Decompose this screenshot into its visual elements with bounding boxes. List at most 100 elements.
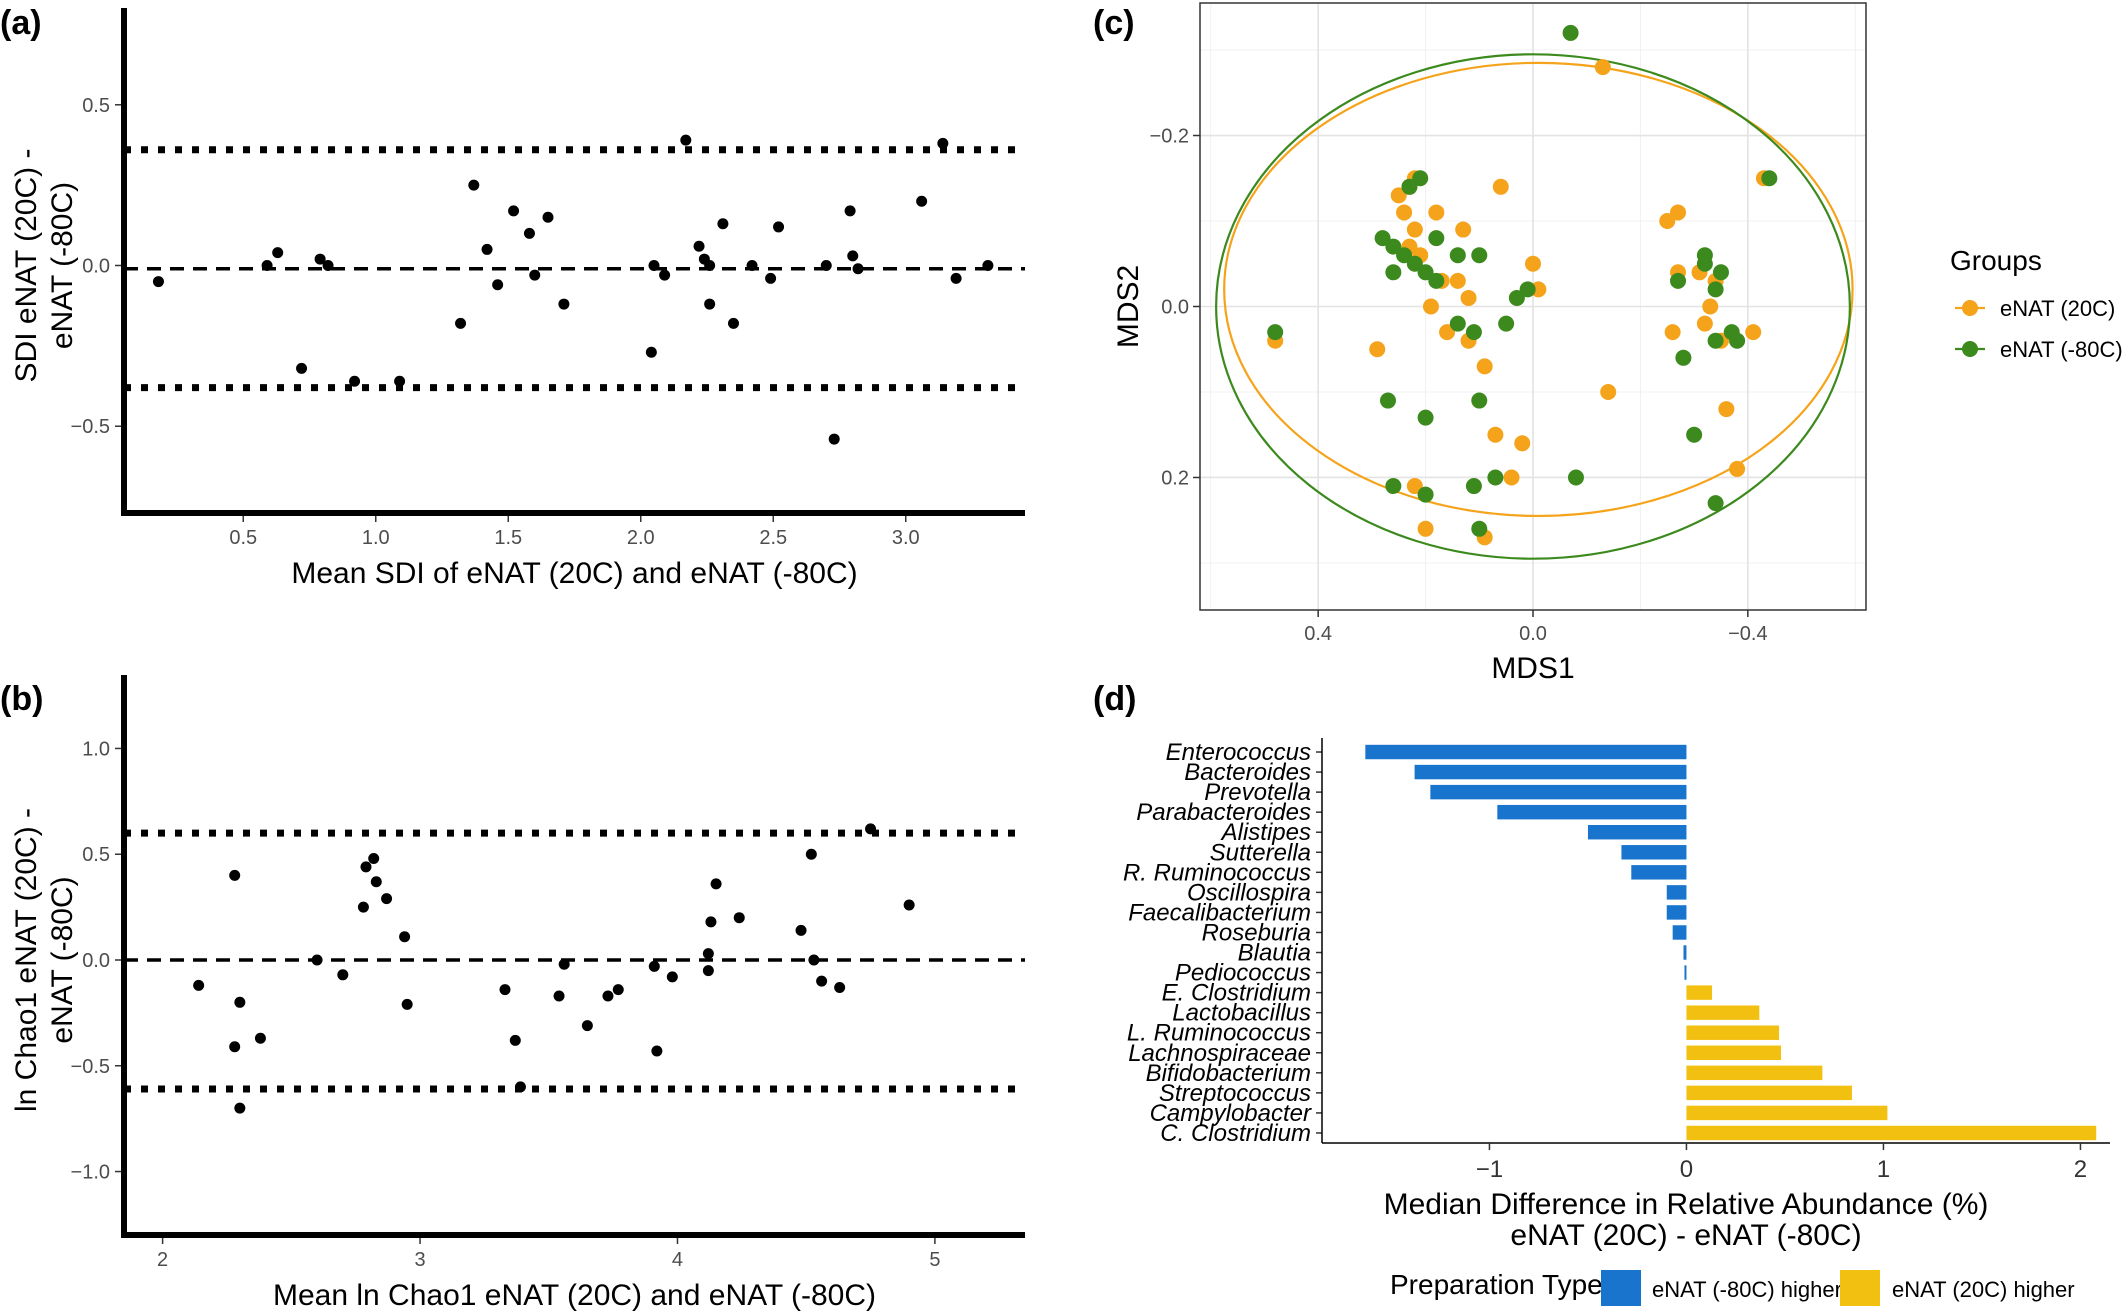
point-enat-minus80c (1406, 255, 1423, 272)
data-point (514, 1081, 526, 1093)
x-tick-label: 3.0 (892, 527, 920, 549)
data-point (581, 1020, 593, 1032)
data-point (229, 1041, 241, 1053)
legend-label: eNAT (-80C) (2000, 337, 2123, 362)
y-axis-title: SDI eNAT (20C) - eNAT (-80C) (10, 149, 79, 383)
data-point (847, 250, 859, 262)
point-enat-20c (1417, 520, 1434, 537)
bar (1686, 1025, 1780, 1040)
panel-a-bland-altman-sdi: 0.5 1.0 1.5 2.0 2.5 3.0 0.5 0.0 −0.5 Mean SDI of … (10, 8, 1025, 590)
data-point (368, 852, 380, 864)
legend-label: eNAT (-80C) higher (1652, 1277, 1842, 1302)
point-enat-minus80c (1487, 469, 1504, 486)
bar (1497, 804, 1687, 820)
panel-label-b: (b) (0, 680, 43, 718)
data-point (357, 901, 369, 913)
point-enat-minus80c (1567, 469, 1584, 486)
data-point (261, 260, 273, 271)
y-tick-label: −0.5 (71, 416, 110, 438)
data-point (693, 240, 705, 252)
point-enat-minus80c (1428, 230, 1445, 247)
point-enat-20c (1428, 204, 1445, 221)
point-enat-minus80c (1417, 486, 1434, 503)
data-point (982, 260, 994, 271)
point-enat-minus80c (1267, 324, 1284, 341)
point-enat-20c (1396, 204, 1413, 221)
point-enat-20c (1514, 435, 1531, 452)
point-enat-minus80c (1385, 238, 1402, 255)
point-enat-20c (1696, 315, 1713, 332)
data-point (816, 975, 828, 987)
legend-title: Groups (1950, 245, 2042, 276)
data-point (865, 823, 877, 835)
data-point (645, 346, 657, 358)
data-point (394, 375, 406, 387)
point-enat-minus80c (1428, 272, 1445, 289)
point-enat-20c (1406, 478, 1423, 495)
point-enat-20c (1702, 298, 1719, 315)
x-tick-label: 2.5 (759, 527, 787, 549)
legend-swatch-20c (1840, 1270, 1880, 1306)
point-enat-20c (1718, 401, 1735, 418)
x-tick-label: 1.0 (362, 527, 390, 549)
point-enat-20c (1449, 272, 1466, 289)
point-enat-minus80c (1712, 264, 1729, 281)
x-axis-title: Mean ln Chao1 eNAT (20C) and eNAT (-80C) (273, 1279, 876, 1311)
bar (1686, 985, 1713, 1000)
point-enat-minus80c (1385, 478, 1402, 495)
legend-swatch (1962, 300, 1978, 316)
legend-swatch-minus80c (1601, 1270, 1641, 1306)
panel-label-c: (c) (1093, 4, 1135, 42)
x-tick-label: 2.0 (627, 527, 655, 549)
bar (1430, 784, 1687, 800)
point-enat-20c (1460, 289, 1477, 306)
data-point (746, 260, 758, 271)
data-point (705, 916, 717, 928)
point-enat-20c (1406, 221, 1423, 238)
panel-c-mds-ordination: 0.4 0.0 −0.4 −0.2 0.0 0.2 MDS1 MDS2 Groups eNAT (… (1112, 2, 2123, 685)
point-enat-minus80c (1374, 230, 1391, 247)
point-enat-20c (1492, 178, 1509, 195)
point-enat-20c (1664, 324, 1681, 341)
legend-title: Preparation Type (1390, 1269, 1603, 1300)
category-label: Parabacteroides (1136, 799, 1311, 826)
point-enat-minus80c (1562, 24, 1579, 41)
data-point (272, 247, 284, 259)
bar (1686, 1105, 1888, 1121)
x-tick-label: −0.4 (1728, 623, 1767, 645)
data-point (234, 1102, 246, 1114)
panel-d-median-difference-bars: EnterococcusBacteroidesPrevotellaParabac… (1123, 738, 2110, 1306)
data-point (717, 218, 729, 230)
data-point (508, 205, 520, 217)
legend-label: eNAT (20C) higher (1892, 1277, 2075, 1302)
x-tick-label: 5 (929, 1249, 940, 1271)
x-tick-label: 0.4 (1304, 623, 1332, 645)
data-point (648, 960, 660, 972)
data-point (468, 179, 480, 191)
data-point (558, 958, 570, 970)
point-enat-20c (1455, 221, 1472, 238)
category-label: Enterococcus (1166, 739, 1311, 766)
data-point (950, 272, 962, 284)
point-enat-20c (1439, 324, 1456, 341)
category-label: Blautia (1238, 940, 1311, 967)
point-enat-minus80c (1465, 478, 1482, 495)
point-enat-minus80c (1471, 247, 1488, 264)
data-point (481, 243, 493, 255)
legend-swatch (1962, 341, 1978, 357)
data-point (648, 260, 660, 271)
data-point (499, 984, 511, 996)
data-point (509, 1034, 521, 1046)
point-enat-minus80c (1729, 332, 1746, 349)
y-tick-label: 0.5 (82, 95, 110, 117)
data-point (381, 893, 393, 905)
category-label: Streptococcus (1159, 1080, 1311, 1107)
x-axis-title: Median Difference in Relative Abundance … (1384, 1188, 1989, 1221)
data-point (702, 965, 714, 977)
data-point (852, 263, 864, 275)
data-point (612, 984, 624, 996)
point-enat-20c (1600, 383, 1617, 400)
data-point (602, 990, 614, 1002)
point-enat-20c (1476, 358, 1493, 375)
y-tick-label: 0.0 (82, 950, 110, 972)
